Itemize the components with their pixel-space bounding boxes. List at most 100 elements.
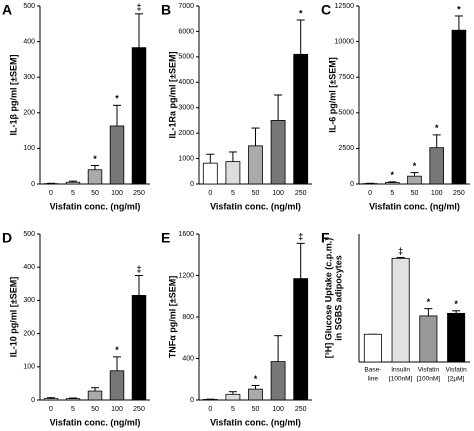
significance-mark: * bbox=[93, 154, 97, 164]
x-tick-label: [100nM] bbox=[417, 376, 441, 383]
bar bbox=[270, 120, 286, 185]
x-tick-label: 5 bbox=[231, 190, 235, 197]
x-tick-label: Base- bbox=[364, 367, 381, 374]
bar bbox=[87, 390, 103, 401]
y-tick-label: 0 bbox=[31, 397, 35, 404]
y-axis-label: IL-6 pg/ml [±SEM] bbox=[327, 57, 337, 132]
x-tick-label: 100 bbox=[431, 190, 443, 197]
bar bbox=[391, 257, 410, 363]
y-axis-label: TNFα pg/ml [±SEM] bbox=[167, 276, 177, 358]
x-tick-label: 5 bbox=[71, 406, 75, 413]
y-tick-label: 0 bbox=[190, 397, 194, 404]
y-tick-label: 200 bbox=[23, 110, 35, 117]
x-tick-label: 0 bbox=[208, 406, 212, 413]
bar bbox=[447, 312, 466, 363]
x-tick-label: 0 bbox=[208, 190, 212, 197]
bar bbox=[65, 181, 81, 185]
x-axis-label: Visfatin conc. (ng/ml) bbox=[210, 417, 301, 427]
y-tick-label: 400 bbox=[23, 264, 35, 271]
x-tick-label: [2μM] bbox=[448, 376, 465, 383]
significance-mark: ‡ bbox=[298, 232, 303, 242]
y-tick-label: 12500 bbox=[335, 3, 355, 10]
y-tick-label: 400 bbox=[23, 38, 35, 45]
y-axis-label: [³H] Glucose Uptake (c.p.m.) bbox=[323, 238, 333, 359]
bar bbox=[419, 315, 438, 363]
panel-label: E bbox=[161, 230, 170, 246]
bar bbox=[202, 162, 218, 185]
bar bbox=[248, 388, 263, 401]
x-tick-label: 50 bbox=[411, 190, 419, 197]
x-tick-label: line bbox=[368, 376, 379, 383]
bar bbox=[225, 161, 241, 185]
bar bbox=[451, 29, 467, 185]
y-tick-label: 4000 bbox=[178, 79, 194, 86]
y-tick-label: 3000 bbox=[178, 105, 194, 112]
x-tick-label: 250 bbox=[133, 190, 145, 197]
y-tick-label: 800 bbox=[182, 314, 194, 321]
significance-mark: * bbox=[435, 123, 439, 133]
bar bbox=[43, 398, 59, 401]
y-tick-label: 0 bbox=[31, 181, 35, 188]
panel-label: A bbox=[2, 2, 12, 18]
panel-label: C bbox=[321, 2, 331, 18]
x-tick-label: 0 bbox=[49, 406, 53, 413]
bar bbox=[248, 145, 263, 185]
significance-mark: * bbox=[254, 374, 258, 384]
x-tick-label: Insulin bbox=[391, 367, 410, 374]
significance-mark: * bbox=[427, 297, 431, 307]
x-tick-label: 0 bbox=[368, 190, 372, 197]
significance-mark: * bbox=[413, 161, 417, 171]
y-tick-label: 5000 bbox=[178, 54, 194, 61]
x-tick-label: 5 bbox=[390, 190, 394, 197]
significance-mark: * bbox=[391, 170, 395, 180]
y-axis-label: IL-10 pg/ml [±SEM] bbox=[8, 277, 18, 357]
x-tick-label: 100 bbox=[111, 190, 123, 197]
x-axis-label: Visfatin conc. (ng/ml) bbox=[369, 201, 460, 211]
y-tick-label: 200 bbox=[23, 330, 35, 337]
panel-label: D bbox=[2, 230, 12, 246]
y-tick-label: 7500 bbox=[338, 74, 354, 81]
bar bbox=[385, 182, 400, 185]
y-tick-label: 0 bbox=[190, 181, 194, 188]
bar bbox=[109, 370, 125, 401]
y-tick-label: 2500 bbox=[338, 145, 354, 152]
bar bbox=[293, 278, 309, 401]
x-tick-label: 50 bbox=[91, 406, 99, 413]
y-tick-label: 100 bbox=[23, 145, 35, 152]
significance-mark: ‡ bbox=[398, 246, 403, 256]
y-tick-label: 6000 bbox=[178, 28, 194, 35]
bar bbox=[270, 361, 286, 401]
x-tick-label: 100 bbox=[111, 406, 123, 413]
significance-mark: * bbox=[454, 299, 458, 309]
bar bbox=[293, 53, 309, 185]
x-tick-label: 50 bbox=[252, 406, 260, 413]
bar bbox=[109, 125, 125, 185]
y-axis-label: IL-1Ra pg/ml [±SEM] bbox=[167, 52, 177, 139]
y-tick-label: 500 bbox=[23, 3, 35, 10]
y-tick-label: 300 bbox=[23, 74, 35, 81]
x-tick-label: Visfatin bbox=[446, 367, 468, 374]
x-tick-label: 5 bbox=[71, 190, 75, 197]
y-axis-label: IL-1β pg/ml [±SEM] bbox=[8, 55, 18, 136]
panel-label: B bbox=[161, 2, 171, 18]
y-tick-label: 0 bbox=[350, 181, 354, 188]
y-tick-label: 10000 bbox=[335, 38, 355, 45]
x-tick-label: 0 bbox=[49, 190, 53, 197]
bar bbox=[202, 399, 218, 401]
y-tick-label: 1600 bbox=[178, 231, 194, 238]
y-tick-label: 400 bbox=[182, 355, 194, 362]
x-tick-label: 100 bbox=[272, 406, 284, 413]
bar bbox=[363, 333, 382, 363]
significance-mark: ‡ bbox=[136, 2, 141, 12]
y-tick-label: 500 bbox=[23, 231, 35, 238]
x-tick-label: [100nM] bbox=[389, 376, 413, 383]
bar bbox=[407, 175, 422, 185]
bar bbox=[131, 295, 147, 401]
bar bbox=[429, 147, 444, 185]
y-tick-label: 7000 bbox=[178, 3, 194, 10]
y-tick-label: 2000 bbox=[178, 130, 194, 137]
x-axis-label: Visfatin conc. (ng/ml) bbox=[210, 201, 301, 211]
bar bbox=[87, 169, 103, 185]
y-tick-label: 1000 bbox=[178, 155, 194, 162]
